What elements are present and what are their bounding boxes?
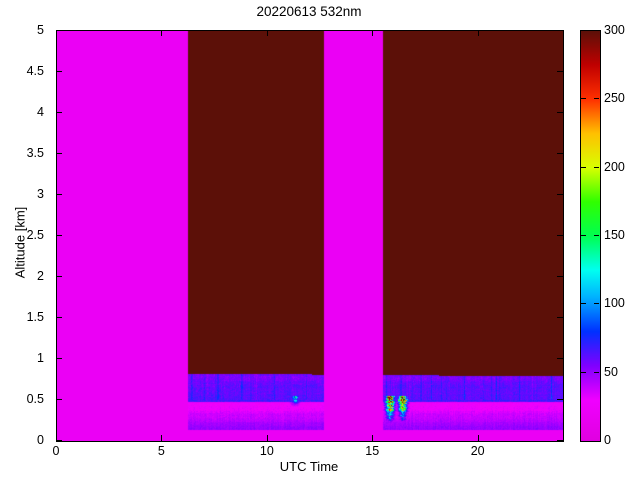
y-tick-mark-right (557, 440, 563, 441)
y-tick-mark-right (557, 276, 563, 277)
x-tick-label: 5 (157, 444, 165, 458)
heatmap-canvas (57, 31, 563, 441)
x-tick-label: 10 (259, 444, 274, 458)
x-axis-label: UTC Time (279, 459, 339, 474)
x-tick-label: 20 (470, 444, 485, 458)
x-tick-label: 0 (52, 444, 60, 458)
y-tick-mark (56, 440, 62, 441)
plot-area[interactable] (56, 30, 564, 442)
colorbar-tick-mark-right (594, 166, 599, 168)
colorbar-tick-label: 100 (604, 296, 625, 311)
x-tick-mark-top (266, 30, 268, 36)
y-tick-mark-right (557, 317, 563, 318)
y-tick-mark (56, 276, 62, 277)
x-tick-label: 15 (365, 444, 380, 458)
y-tick-mark-right (557, 399, 563, 400)
x-tick-mark-top (477, 30, 479, 36)
y-tick-mark (56, 399, 62, 400)
x-tick-mark (266, 435, 268, 441)
y-tick-mark (56, 317, 62, 318)
x-tick-mark (477, 435, 479, 441)
colorbar-tick-label: 200 (604, 159, 625, 174)
y-tick-label: 3.5 (26, 146, 44, 160)
y-tick-label: 0 (37, 433, 44, 447)
page-title: 20220613 532nm (256, 4, 362, 19)
colorbar[interactable] (580, 30, 601, 442)
colorbar-tick-mark-right (594, 98, 599, 100)
colorbar-tick-label: 0 (604, 433, 611, 447)
x-tick-mark (161, 435, 163, 441)
colorbar-tick-mark-right (594, 303, 599, 305)
y-tick-label: 2.5 (26, 228, 44, 242)
colorbar-tick-mark (581, 98, 586, 100)
y-tick-mark-right (557, 194, 563, 195)
y-tick-mark (56, 194, 62, 195)
x-tick-mark (372, 435, 374, 441)
y-tick-mark (56, 30, 62, 31)
y-tick-label: 1.5 (26, 310, 44, 324)
y-tick-mark-right (557, 153, 563, 154)
x-tick-mark-top (372, 30, 374, 36)
colorbar-tick-mark (581, 303, 586, 305)
x-tick-mark (56, 435, 57, 441)
y-tick-label: 5 (37, 23, 44, 37)
y-tick-mark (56, 153, 62, 154)
colorbar-tick-label: 250 (604, 91, 625, 106)
colorbar-tick-mark (581, 166, 586, 168)
x-tick-mark-top (161, 30, 163, 36)
y-tick-label: 2 (37, 269, 44, 283)
y-tick-mark-right (557, 358, 563, 359)
colorbar-tick-label: 300 (604, 23, 625, 37)
colorbar-tick-label: 150 (604, 228, 625, 242)
y-tick-mark (56, 235, 62, 236)
y-tick-mark (56, 112, 62, 113)
y-tick-mark-right (557, 71, 563, 72)
colorbar-tick-mark-right (594, 371, 599, 373)
colorbar-tick-mark-right (594, 235, 599, 236)
y-tick-label: 0.5 (26, 392, 44, 406)
y-tick-mark-right (557, 30, 563, 31)
y-tick-label: 4 (37, 105, 44, 119)
colorbar-gradient (581, 31, 600, 441)
y-tick-mark-right (557, 235, 563, 236)
y-tick-label: 4.5 (26, 64, 44, 78)
y-tick-mark (56, 71, 62, 72)
y-tick-mark-right (557, 112, 563, 113)
colorbar-tick-mark (581, 235, 586, 236)
colorbar-tick-label: 50 (604, 364, 618, 379)
y-tick-mark (56, 358, 62, 359)
y-tick-label: 1 (37, 351, 44, 365)
y-tick-label: 3 (37, 187, 44, 201)
x-tick-mark-top (56, 30, 57, 36)
colorbar-tick-mark (581, 371, 586, 373)
